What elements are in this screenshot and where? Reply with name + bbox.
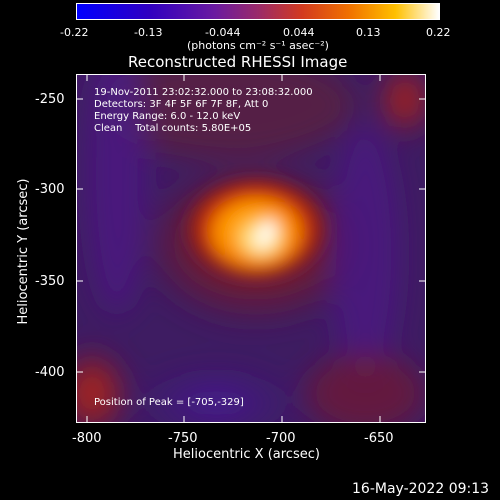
colorbar-tick: 0.13 [356,26,381,39]
y-tick-label: -300 [35,182,65,197]
timestamp: 16-May-2022 09:13 [352,481,490,497]
y-tick-label: -250 [35,92,65,107]
image-title: Reconstructed RHESSI Image [128,53,348,71]
colorbar-tick: 0.22 [426,26,451,39]
colorbar-tick: 0.044 [283,26,315,39]
info-time: 19-Nov-2011 23:02:32.000 to 23:08:32.000 [94,87,313,98]
x-tick-label: -700 [266,431,296,446]
x-axis-title: Heliocentric X (arcsec) [173,447,320,462]
x-tick-label: -800 [72,431,102,446]
colorbar-tick: -0.13 [134,26,163,39]
info-energy: Energy Range: 6.0 - 12.0 keV [94,111,241,122]
colorbar-tick: -0.044 [205,26,241,39]
info-clean: Clean Total counts: 5.80E+05 [94,123,252,134]
colorbar-units: (photons cm⁻² s⁻¹ asec⁻²) [187,39,329,52]
colorbar [76,3,440,20]
y-axis-title: Heliocentric Y (arcsec) [16,178,31,325]
image-plot [76,74,426,423]
x-tick-label: -650 [364,431,394,446]
peak-label: Position of Peak = [-705,-329] [94,397,244,408]
y-tick-label: -400 [35,365,65,380]
colorbar-tick: -0.22 [60,26,89,39]
x-tick-label: -750 [168,431,198,446]
y-tick-label: -350 [35,274,65,289]
info-detectors: Detectors: 3F 4F 5F 6F 7F 8F, Att 0 [94,99,269,110]
